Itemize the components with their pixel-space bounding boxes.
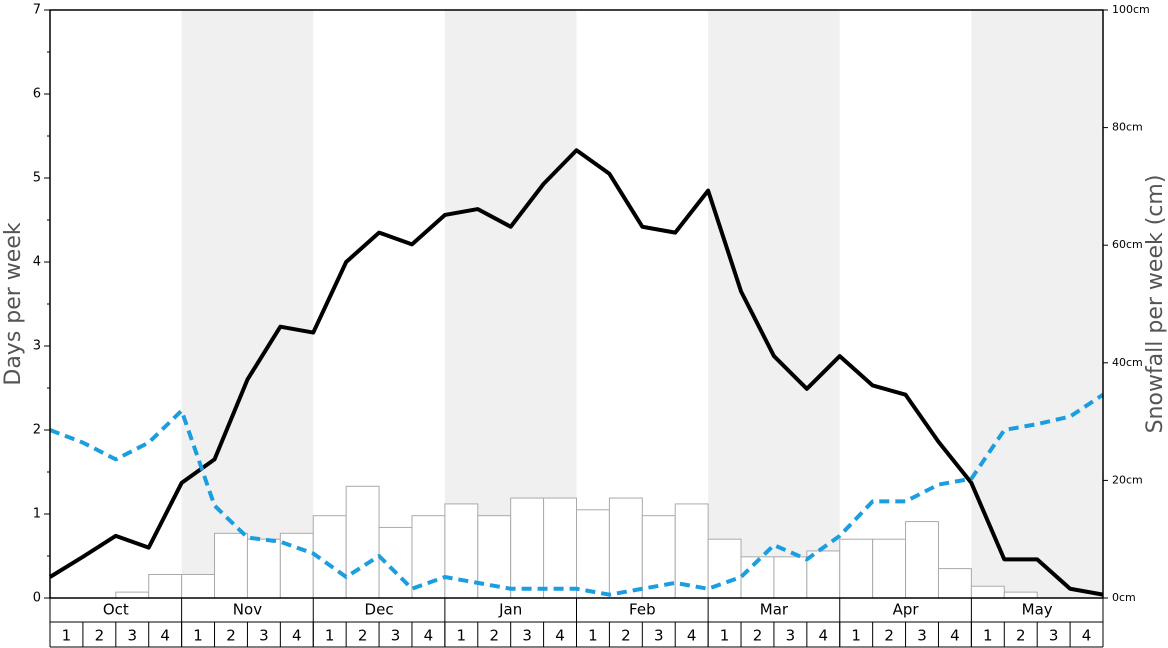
snowfall-bar [576,509,610,599]
week-label: 4 [819,627,829,645]
month-label: Oct [103,601,129,619]
snowfall-bar [246,538,281,599]
week-label: 3 [917,627,927,645]
snowfall-bar [773,556,808,599]
snowfall-bar [608,497,643,599]
week-label: 2 [753,627,763,645]
plot-frame [49,9,1104,599]
snowfall-bar [345,485,380,599]
snowfall-bar [905,521,939,599]
week-label: 1 [457,627,467,645]
week-label: 4 [1082,627,1092,645]
snowfall-bar [510,497,545,599]
week-label: 1 [720,627,730,645]
y-tick-label: 4 [33,255,41,270]
snowfall-bar [148,573,183,599]
y2-tick-label: 100cm [1112,3,1150,16]
week-label: 2 [489,627,499,645]
week-label: 4 [687,627,697,645]
week-label: 4 [160,627,170,645]
week-label: 2 [621,627,631,645]
month-label: Feb [629,601,656,619]
week-label: 3 [654,627,664,645]
week-label: 1 [983,627,993,645]
week-label: 3 [391,627,401,645]
y2-axis-label: Snowfall per week (cm) [1143,175,1168,434]
week-label: 4 [292,627,302,645]
month-shade [181,10,314,598]
week-label: 3 [786,627,796,645]
month-label: Jan [498,601,522,619]
week-label: 1 [588,627,598,645]
y2-tick-label: 40cm [1112,356,1143,369]
week-label: 1 [325,627,335,645]
week-label: 2 [95,627,105,645]
dashed-line [49,393,1105,597]
plot-area [48,148,1105,599]
snowfall-bar [806,550,841,599]
snowfall-bar [444,503,479,599]
y2-tick-label: 80cm [1112,121,1143,134]
background [181,10,1103,598]
week-label: 2 [358,627,368,645]
y-tick-label: 6 [33,87,41,102]
snowfall-bar [970,585,1005,599]
week-label: 1 [62,627,72,645]
snowfall-bar [214,532,248,599]
week-label: 1 [851,627,861,645]
month-shade [708,10,840,598]
week-label: 1 [193,627,203,645]
y-tick-label: 0 [33,591,41,606]
month-label: Dec [365,601,394,619]
week-label: 2 [1016,627,1026,645]
week-label: 3 [522,627,532,645]
snowfall-bar [543,497,577,599]
y-tick-label: 2 [33,423,41,438]
week-label: 2 [884,627,894,645]
y-tick-label: 3 [33,339,41,354]
y-tick-label: 5 [33,171,41,186]
y2-tick-label: 20cm [1112,473,1143,486]
y-axis-label: Days per week [1,222,26,385]
y-tick-label: 1 [33,507,41,522]
y2-tick-label: 60cm [1112,238,1143,251]
y2-tick-label: 0cm [1112,591,1136,604]
week-label: 3 [1049,627,1059,645]
y-tick-label: 7 [33,3,41,18]
month-label: May [1022,601,1053,619]
week-label: 3 [259,627,269,645]
snowfall-bar [839,538,874,599]
snowfall-bar [937,568,972,599]
snowfall-bar [872,538,907,599]
month-shade [971,10,1103,598]
week-label: 2 [226,627,236,645]
snowfall-bar [1003,591,1038,599]
month-label: Mar [760,601,789,619]
week-label: 3 [127,627,137,645]
snowfall-bar [707,538,742,599]
snowfall-bar [115,591,150,599]
week-label: 4 [950,627,960,645]
week-label: 4 [555,627,565,645]
week-label: 4 [424,627,434,645]
snowfall-bar [181,573,216,599]
solid-line [48,148,1104,597]
month-label: Apr [893,601,920,619]
month-label: Nov [233,601,262,619]
